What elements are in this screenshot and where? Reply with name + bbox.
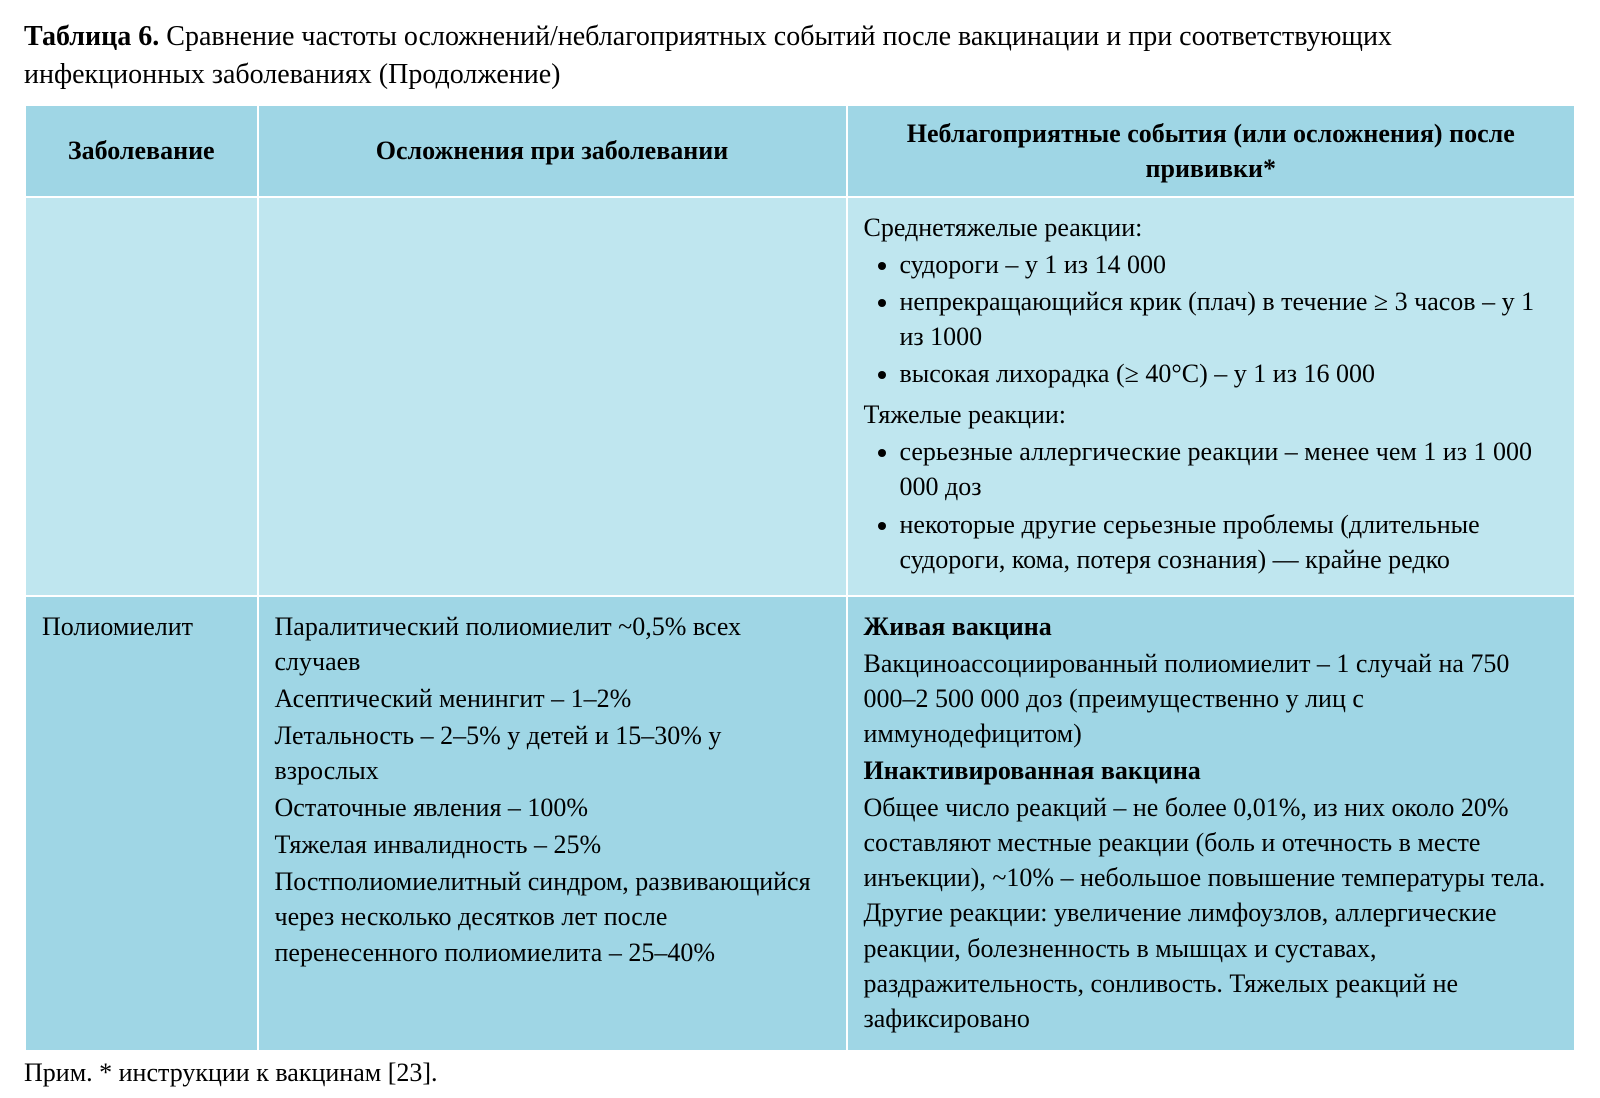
- table-footnote: Прим. * инструкции к вакцинам [23].: [24, 1058, 1576, 1088]
- cell-adverse: Живая вакцинаВакциноассоциированный поли…: [847, 596, 1576, 1051]
- col-header-adverse: Неблагоприятные события (или осложнения)…: [847, 105, 1576, 197]
- complication-line: Паралитический полиомиелит ~0,5% всех сл…: [275, 609, 830, 679]
- cell-complications: [258, 197, 847, 596]
- cell-complications: Паралитический полиомиелит ~0,5% всех сл…: [258, 596, 847, 1051]
- comparison-table: Заболевание Осложнения при заболевании Н…: [24, 104, 1576, 1052]
- table-row: Среднетяжелые реакции:судороги – у 1 из …: [25, 197, 1575, 596]
- adverse-section-title: Тяжелые реакции:: [864, 397, 1559, 432]
- cell-adverse: Среднетяжелые реакции:судороги – у 1 из …: [847, 197, 1576, 596]
- adverse-line: Вакциноассоциированный полиомиелит – 1 с…: [864, 646, 1559, 751]
- adverse-section-title: Инактивированная вакцина: [864, 753, 1559, 788]
- complication-line: Асептический менингит – 1–2%: [275, 681, 830, 716]
- adverse-section-title: Живая вакцина: [864, 609, 1559, 644]
- caption-rest: Сравнение частоты осложнений/неблагоприя…: [24, 21, 1392, 90]
- cell-disease: Полиомиелит: [25, 596, 258, 1051]
- adverse-bullet-list: судороги – у 1 из 14 000непрекращающийся…: [864, 247, 1559, 391]
- table-row: ПолиомиелитПаралитический полиомиелит ~0…: [25, 596, 1575, 1051]
- table-body: Среднетяжелые реакции:судороги – у 1 из …: [25, 197, 1575, 1051]
- table-header: Заболевание Осложнения при заболевании Н…: [25, 105, 1575, 197]
- col-header-disease: Заболевание: [25, 105, 258, 197]
- caption-lead: Таблица 6.: [24, 21, 159, 52]
- complication-line: Тяжелая инвалидность – 25%: [275, 827, 830, 862]
- adverse-bullet: непрекращающийся крик (плач) в течение ≥…: [900, 284, 1559, 354]
- complication-line: Летальность – 2–5% у детей и 15–30% у вз…: [275, 718, 830, 788]
- adverse-bullet-list: серьезные аллергические реакции – менее …: [864, 434, 1559, 576]
- col-header-complications: Осложнения при заболевании: [258, 105, 847, 197]
- complication-line: Постполиомиелитный синдром, развивающийс…: [275, 864, 830, 969]
- table-caption: Таблица 6. Сравнение частоты осложнений/…: [24, 18, 1576, 94]
- adverse-bullet: высокая лихорадка (≥ 40°C) – у 1 из 16 0…: [900, 356, 1559, 391]
- adverse-bullet: серьезные аллергические реакции – менее …: [900, 434, 1559, 504]
- cell-disease: [25, 197, 258, 596]
- adverse-bullet: некоторые другие серьезные проблемы (дли…: [900, 507, 1559, 577]
- complication-line: Остаточные явления – 100%: [275, 790, 830, 825]
- page: Таблица 6. Сравнение частоты осложнений/…: [0, 0, 1600, 1098]
- adverse-section-title: Среднетяжелые реакции:: [864, 210, 1559, 245]
- adverse-bullet: судороги – у 1 из 14 000: [900, 247, 1559, 282]
- adverse-line: Общее число реакций – не более 0,01%, из…: [864, 790, 1559, 1036]
